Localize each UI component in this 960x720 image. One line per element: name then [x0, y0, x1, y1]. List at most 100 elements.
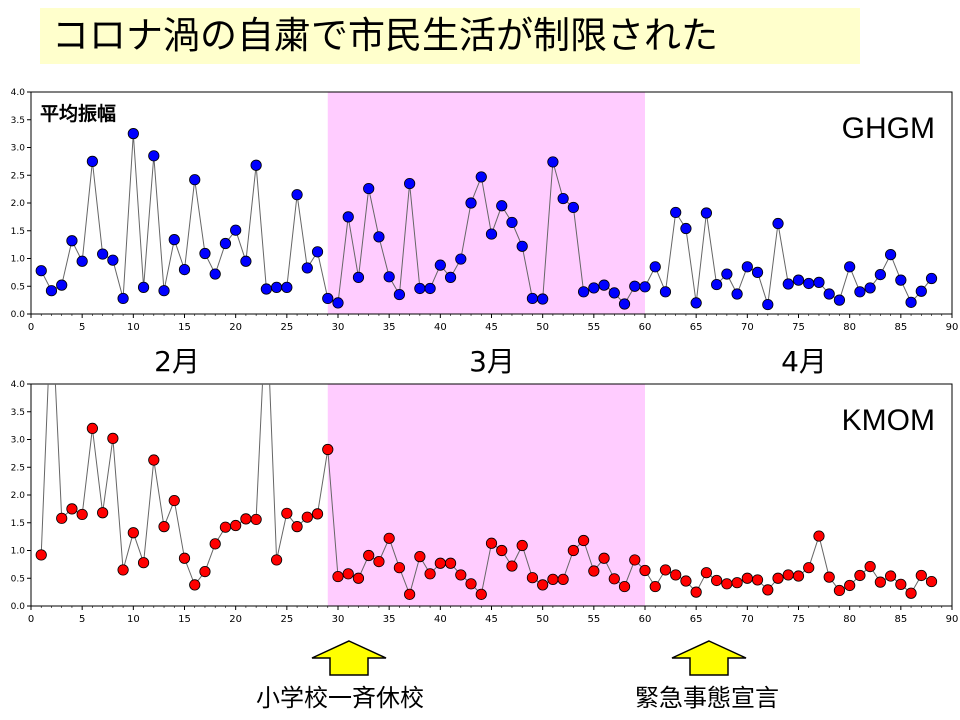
data-point: [772, 217, 784, 230]
title-banner: [40, 8, 860, 64]
x-tick-label: 50: [536, 614, 549, 625]
data-point: [526, 292, 539, 305]
data-point: [884, 249, 897, 261]
y-tick-label: 0.0: [11, 310, 26, 320]
data-point: [915, 569, 927, 582]
x-tick-label: 90: [946, 614, 959, 625]
data-point: [537, 293, 549, 305]
data-point: [107, 432, 119, 444]
data-point: [199, 247, 211, 260]
data-point: [475, 171, 487, 183]
data-point: [751, 266, 764, 278]
station-label: KMOM: [842, 404, 935, 437]
data-point: [598, 279, 610, 291]
y-tick-label: 0.0: [11, 602, 26, 612]
data-point: [537, 579, 549, 591]
data-point: [281, 281, 293, 293]
y-tick-label: 3.5: [11, 116, 25, 126]
data-point: [465, 197, 477, 209]
data-point: [76, 508, 88, 521]
data-point: [414, 551, 426, 563]
data-point: [598, 552, 610, 564]
data-point: [485, 228, 498, 240]
x-tick-label: 15: [178, 614, 191, 625]
x-tick-label: 10: [127, 614, 140, 625]
data-point: [608, 287, 620, 299]
up-arrow-icon: [671, 640, 747, 676]
data-point: [639, 281, 651, 293]
month-label-mar: 3月: [469, 345, 515, 378]
data-point: [506, 216, 518, 229]
data-point: [230, 519, 242, 532]
y-tick-label: 3.0: [11, 436, 26, 446]
data-point: [56, 279, 68, 291]
data-point: [86, 422, 99, 435]
data-point: [219, 237, 232, 250]
data-point: [711, 574, 723, 587]
data-point: [168, 494, 180, 507]
x-tick-label: 25: [280, 614, 293, 625]
data-point: [782, 569, 794, 581]
data-point: [751, 574, 764, 586]
data-point: [383, 271, 395, 283]
data-point: [526, 572, 539, 584]
data-point: [270, 554, 283, 566]
y-tick-label: 4.0: [11, 88, 26, 98]
data-point: [301, 262, 313, 274]
data-point: [741, 261, 753, 273]
data-point: [393, 562, 405, 574]
data-point: [250, 159, 262, 171]
data-point: [670, 206, 682, 219]
data-point: [240, 255, 252, 267]
data-point: [35, 265, 47, 277]
x-tick-label: 10: [127, 322, 140, 333]
data-point: [444, 557, 457, 569]
y-tick-label: 2.0: [11, 199, 26, 209]
data-point: [168, 234, 180, 246]
data-point: [301, 511, 313, 523]
data-point: [148, 454, 160, 466]
y-tick-label: 4.0: [11, 380, 26, 390]
data-point: [434, 259, 446, 271]
data-point: [56, 512, 68, 524]
y-tick-label: 3.5: [11, 408, 25, 418]
data-point: [629, 554, 641, 566]
data-point: [281, 507, 293, 519]
x-tick-label: 0: [28, 614, 34, 625]
data-point: [844, 261, 856, 273]
data-point: [117, 292, 129, 305]
data-point: [813, 530, 825, 542]
data-point: [158, 521, 170, 533]
data-point: [66, 235, 78, 247]
data-point: [475, 588, 487, 600]
data-point: [107, 254, 119, 266]
data-point: [895, 274, 907, 286]
data-point: [485, 537, 498, 549]
data-point: [189, 174, 201, 186]
data-point: [711, 278, 723, 291]
data-point: [649, 261, 661, 273]
x-tick-label: 35: [383, 322, 396, 333]
x-tick-label: 85: [894, 614, 907, 625]
data-point: [547, 156, 559, 168]
x-tick-label: 30: [332, 614, 345, 625]
data-point: [291, 189, 303, 201]
x-tick-label: 5: [79, 322, 85, 333]
data-point: [383, 532, 395, 544]
data-point: [803, 562, 815, 574]
data-point: [731, 288, 743, 300]
x-tick-label: 80: [843, 322, 856, 333]
data-point: [496, 544, 508, 557]
data-point: [189, 579, 201, 591]
page-title: コロナ渦の自粛で市民生活が制限された: [52, 14, 718, 57]
data-point: [434, 557, 446, 569]
data-point: [352, 572, 365, 584]
data-point: [373, 556, 385, 568]
x-tick-label: 65: [690, 322, 703, 333]
data-point: [680, 222, 692, 235]
data-point: [782, 278, 794, 290]
data-point: [322, 292, 334, 305]
data-point: [516, 539, 528, 552]
data-point: [823, 288, 835, 300]
data-point: [66, 503, 78, 515]
